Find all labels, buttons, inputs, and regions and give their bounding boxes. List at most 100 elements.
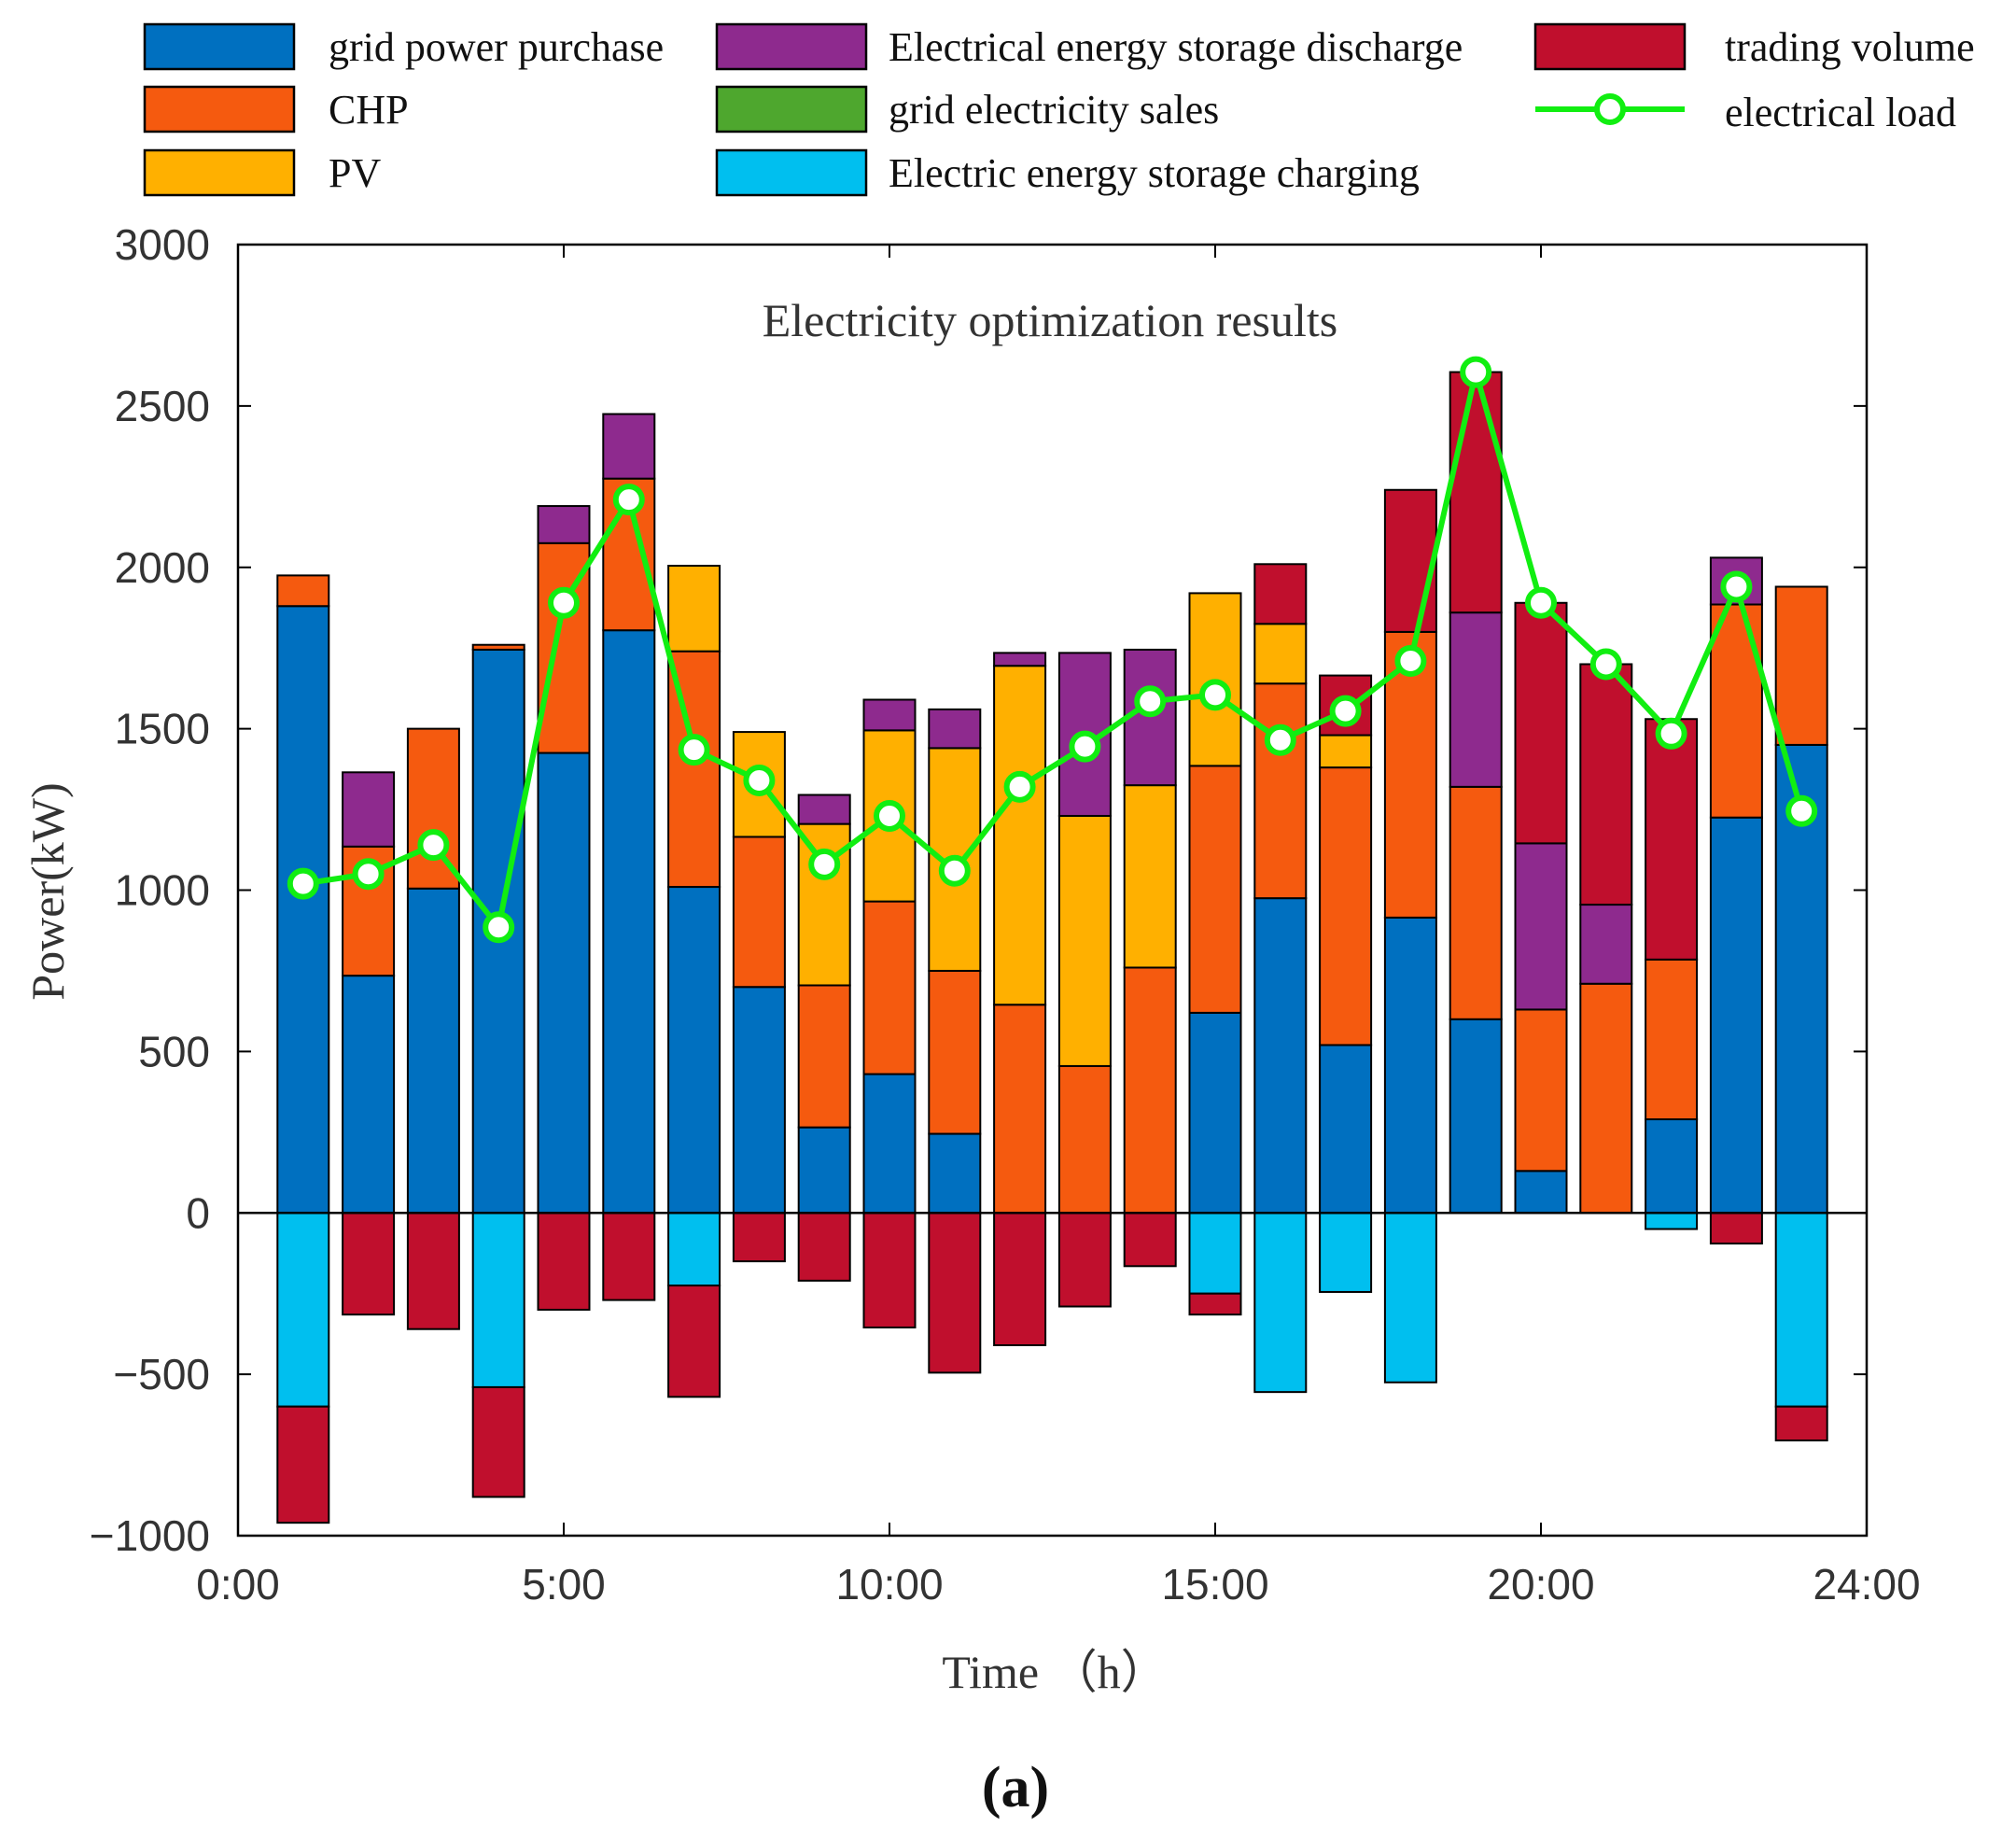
bar-segment-s6-x9: [797, 1212, 851, 1282]
legend-label-line: electrical load: [1725, 90, 1956, 135]
load-marker-2: [352, 858, 385, 891]
bar-segment-s0-x19: [1449, 1018, 1503, 1215]
bar-segment-s1-x16: [1253, 682, 1308, 900]
bar-segment-s5-x7: [667, 1212, 721, 1287]
legend-label-3: Electrical energy storage discharge: [889, 24, 1463, 70]
bar-segment-s1-x4: [471, 643, 525, 651]
y-tick-label: 1000: [115, 866, 210, 915]
bar-segment-s5-x17: [1319, 1212, 1373, 1293]
bar-segment-s1-x24: [1774, 585, 1828, 746]
bar-segment-s1-x9: [797, 984, 851, 1129]
bar-segment-s6-x21: [1579, 663, 1633, 906]
bar-segment-s6-x5: [537, 1212, 591, 1311]
bar-segment-s0-x17: [1319, 1044, 1373, 1215]
bar-segment-s3-x19: [1449, 611, 1503, 788]
load-marker-17: [1329, 695, 1362, 727]
bar-segment-s1-x14: [1123, 966, 1177, 1215]
load-marker-12: [1003, 770, 1036, 803]
bar-segment-s1-x12: [993, 1004, 1047, 1215]
bar-segment-s6-x8: [732, 1212, 786, 1263]
load-marker-16: [1264, 723, 1296, 756]
bar-segment-s1-x3: [406, 727, 460, 890]
bar-segment-s3-x9: [797, 794, 851, 825]
legend-label-5: Electric energy storage charging: [889, 150, 1420, 196]
bar-segment-s6-x18: [1383, 488, 1437, 633]
bar-segment-s2-x13: [1057, 814, 1112, 1067]
bars: [276, 371, 1828, 1524]
load-marker-22: [1655, 717, 1687, 750]
load-marker-8: [743, 764, 776, 796]
load-marker-18: [1394, 645, 1427, 678]
bar-segment-s0-x20: [1514, 1170, 1568, 1215]
y-tick-label: 1500: [115, 705, 210, 753]
bar-segment-s2-x12: [993, 665, 1047, 1006]
x-axis-label: Time （h）: [942, 1646, 1167, 1698]
bar-segment-s3-x5: [537, 505, 591, 544]
legend-swatch-5: [715, 148, 868, 197]
load-marker-10: [874, 799, 905, 832]
y-tick-label: −1000: [90, 1511, 210, 1560]
x-tick-label: 10:00: [835, 1560, 943, 1608]
load-marker-1: [287, 867, 319, 900]
load-marker-19: [1460, 356, 1492, 388]
legend-line-marker: [1594, 93, 1626, 125]
x-tick-label: 5:00: [522, 1560, 606, 1608]
bar-segment-s6-x1: [276, 1405, 330, 1524]
y-tick-label: 0: [186, 1188, 210, 1237]
bar-segment-s6-x6: [602, 1212, 656, 1301]
bar-segment-s0-x6: [602, 629, 656, 1215]
bar-segment-s0-x10: [862, 1073, 917, 1215]
bar-segment-s1-x23: [1709, 603, 1763, 819]
bar-segment-s0-x2: [342, 975, 396, 1215]
bar-segment-s1-x11: [928, 969, 982, 1135]
legend-swatch-2: [143, 148, 296, 197]
bar-segment-s6-x7: [667, 1285, 721, 1398]
load-marker-23: [1720, 570, 1753, 603]
legend-swatch-6: [1533, 22, 1687, 71]
bar-segment-s1-x18: [1383, 630, 1437, 919]
load-marker-20: [1525, 586, 1557, 619]
x-tick-label: 24:00: [1813, 1560, 1920, 1608]
bar-segment-s0-x8: [732, 986, 786, 1215]
bar-segment-s0-x11: [928, 1132, 982, 1215]
bar-segment-s2-x16: [1253, 623, 1308, 685]
bar-segment-s5-x1: [276, 1212, 330, 1408]
legend: grid power purchase CHP PV Electrical energ…: [143, 22, 1975, 197]
bar-segment-s1-x21: [1579, 982, 1633, 1215]
bar-segment-s2-x17: [1319, 734, 1373, 769]
panel-label: (a): [982, 1756, 1049, 1819]
legend-swatch-4: [715, 85, 868, 133]
y-tick-label: 500: [138, 1027, 210, 1075]
bar-segment-s6-x23: [1709, 1212, 1763, 1245]
bar-segment-s6-x20: [1514, 601, 1568, 845]
chart-title: Electricity optimization results: [763, 294, 1338, 346]
x-axis: 0:00 5:00 10:00 15:00 20:00 24:00: [196, 245, 1921, 1608]
bar-segment-s6-x13: [1057, 1212, 1112, 1308]
bar-segment-s0-x7: [667, 886, 721, 1215]
bar-segment-s6-x12: [993, 1212, 1047, 1347]
bar-segment-s1-x19: [1449, 785, 1503, 1020]
bar-segment-s6-x24: [1774, 1405, 1828, 1442]
bar-segment-s5-x18: [1383, 1212, 1437, 1384]
bar-segment-s6-x3: [406, 1212, 460, 1330]
bar-segment-s6-x19: [1449, 371, 1503, 614]
bar-segment-s3-x11: [928, 708, 982, 750]
bar-segment-s2-x14: [1123, 784, 1177, 969]
bar-segment-s5-x16: [1253, 1212, 1308, 1394]
bar-segment-s1-x13: [1057, 1064, 1112, 1215]
x-tick-label: 15:00: [1161, 1560, 1268, 1608]
load-marker-14: [1134, 685, 1167, 718]
bar-segment-s6-x2: [342, 1212, 396, 1316]
y-tick-label: 3000: [115, 220, 210, 269]
bar-segment-s3-x21: [1579, 904, 1633, 985]
plot-area: −1000 −500 0 500 1000 1500 2000 2500 3000 0:00 5:…: [90, 220, 1921, 1608]
x-tick-label: 20:00: [1487, 1560, 1594, 1608]
bar-segment-s6-x11: [928, 1212, 982, 1374]
bar-segment-s5-x22: [1645, 1212, 1699, 1230]
bar-segment-s6-x16: [1253, 563, 1308, 625]
bar-segment-s0-x3: [406, 887, 460, 1215]
load-marker-21: [1589, 648, 1622, 681]
bar-segment-s1-x1: [276, 574, 330, 608]
bar-segment-s3-x20: [1514, 842, 1568, 1011]
bar-segment-s6-x22: [1645, 718, 1699, 961]
